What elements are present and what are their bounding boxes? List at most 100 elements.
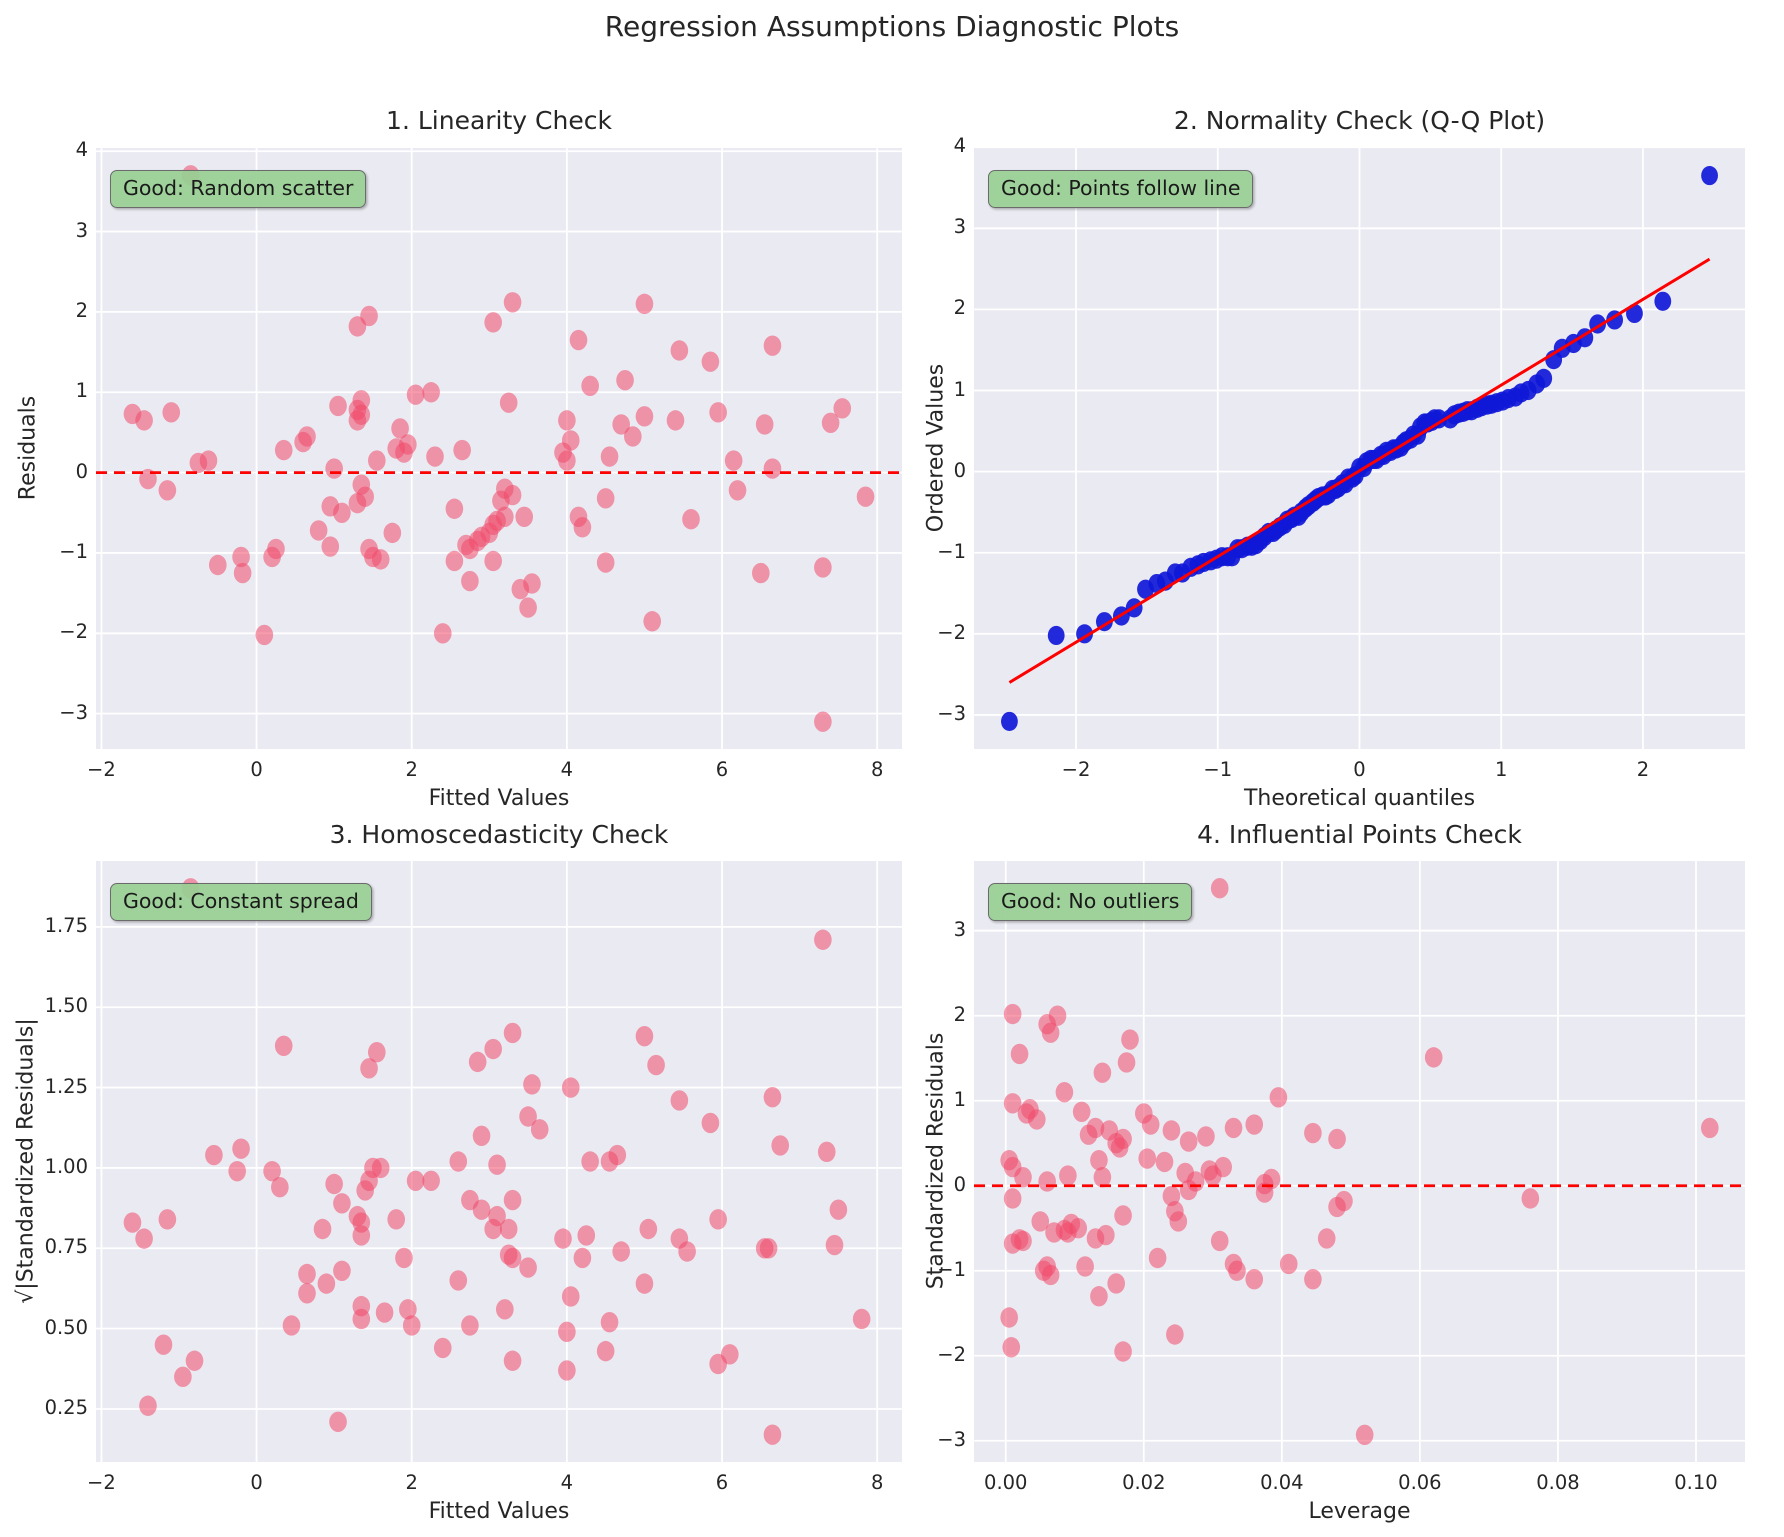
p1-data-point: [701, 351, 720, 372]
p4-data-point: [1090, 1150, 1108, 1171]
p1-data-point: [406, 384, 425, 405]
p3-y-tick-label: 1.25: [44, 1074, 88, 1098]
p1-y-tick-label: −3: [59, 700, 88, 724]
p4-data-point: [1055, 1082, 1074, 1103]
p3-data-point: [647, 1054, 665, 1076]
p1-data-point: [573, 517, 592, 538]
p3-x-tick-label: 4: [560, 1471, 574, 1494]
p3-data-point: [271, 1177, 289, 1198]
p1-data-point: [558, 410, 576, 431]
p3-data-point: [472, 1199, 491, 1220]
p4-y-tick-label: −2: [937, 1342, 966, 1366]
p4-data-point: [1014, 1167, 1032, 1188]
p3-data-point: [573, 1247, 592, 1269]
p3-data-point: [829, 1199, 848, 1220]
p3-data-point: [670, 1090, 689, 1111]
p2-y-tick-label: −1: [937, 539, 966, 563]
p1-data-point: [763, 335, 782, 356]
p4-data-point: [1304, 1269, 1322, 1290]
p4-x-tick-label: 0.00: [984, 1471, 1028, 1494]
p4-data-point: [1028, 1109, 1046, 1130]
p3-data-point: [228, 1160, 246, 1182]
p3-data-point: [814, 929, 832, 950]
p3-data-point: [325, 1173, 343, 1195]
p4-data-point: [1000, 1307, 1019, 1328]
p3-y-tick-label: 1.50: [44, 994, 88, 1018]
p1-data-point: [624, 426, 642, 447]
p1-x-tick-label: 2: [405, 758, 418, 781]
p3-data-point: [375, 1302, 394, 1323]
p3-data-point: [461, 1315, 479, 1336]
p1-data-point: [569, 329, 588, 351]
p1-data-point: [728, 480, 747, 501]
plot2-annotation-badge: Good: Points follow line: [988, 170, 1254, 208]
p3-data-point: [817, 1141, 836, 1163]
p1-data-point: [329, 395, 347, 417]
p4-y-tick-label: −3: [937, 1427, 966, 1451]
p1-data-point: [814, 711, 832, 732]
p4-data-point: [1210, 1230, 1229, 1252]
plot1-ylabel: Residuals: [15, 395, 41, 501]
p4-data-point: [1038, 1171, 1056, 1192]
p3-data-point: [530, 1119, 549, 1140]
p3-data-point: [333, 1193, 351, 1214]
p4-data-point: [1335, 1190, 1353, 1212]
p1-data-point: [348, 410, 367, 431]
p3-data-point: [402, 1315, 421, 1336]
p3-data-point: [174, 1366, 192, 1388]
p3-data-point: [352, 1225, 371, 1246]
p2-x-tick-label: −1: [1203, 758, 1233, 781]
p3-data-point: [561, 1077, 580, 1098]
plot1-annotation-badge: Good: Random scatter: [110, 170, 367, 208]
p3-x-tick-label: 0: [250, 1471, 263, 1494]
p3-data-point: [387, 1209, 406, 1230]
p3-data-point: [185, 1350, 204, 1371]
p3-data-point: [763, 1424, 782, 1445]
p4-data-point: [1072, 1101, 1091, 1122]
p4-x-tick-label: 0.08: [1536, 1471, 1580, 1494]
p1-y-tick-label: 0: [75, 459, 88, 483]
plot1-title: 1. Linearity Check: [386, 106, 612, 135]
p1-data-point: [596, 552, 615, 573]
p4-data-point: [1041, 1264, 1060, 1286]
p3-data-point: [317, 1273, 336, 1294]
p1-data-point: [752, 562, 770, 584]
plot3-homoscedasticity-axes: Good: Constant spread −2 0 2 4 6 8 0.25 0.50 0.7…: [45, 861, 902, 1494]
p3-data-point: [484, 1038, 502, 1060]
p1-data-point: [433, 623, 452, 644]
p3-data-point: [333, 1260, 351, 1281]
p3-data-point: [701, 1112, 720, 1134]
p1-data-point: [670, 340, 689, 361]
p3-data-point: [825, 1234, 844, 1256]
p1-data-point: [600, 446, 619, 467]
p4-data-point: [1155, 1151, 1174, 1173]
p1-data-point: [596, 488, 615, 509]
p3-data-point: [554, 1228, 572, 1249]
plot4-xlabel: Leverage: [1308, 1499, 1411, 1524]
p1-data-point: [348, 492, 367, 514]
p2-y-tick-label: 1: [953, 377, 966, 401]
p1-data-point: [833, 398, 852, 419]
p3-x-tick-label: 2: [405, 1471, 418, 1494]
p1-data-point: [360, 305, 378, 327]
p3-data-point: [503, 1350, 522, 1371]
p4-data-point: [1121, 1029, 1139, 1050]
p1-y-tick-label: 2: [75, 298, 88, 322]
p1-data-point: [496, 506, 514, 527]
p1-data-point: [383, 522, 402, 544]
p4-y-tick-label: 1: [953, 1087, 966, 1111]
p4-data-point: [1097, 1224, 1115, 1246]
p1-data-point: [643, 611, 662, 632]
p4-data-point: [1245, 1269, 1264, 1290]
p1-data-point: [422, 382, 440, 403]
p3-data-point: [709, 1209, 727, 1230]
p1-data-point: [666, 410, 685, 431]
p1-data-point: [267, 538, 285, 560]
p2-data-point: [1701, 165, 1718, 186]
p3-data-point: [600, 1311, 619, 1333]
p1-x-tick-label: 0: [250, 758, 263, 781]
p1-data-point: [333, 502, 351, 523]
figure-title: Regression Assumptions Diagnostic Plots: [604, 10, 1180, 43]
p3-data-point: [763, 1087, 782, 1108]
p3-x-tick-label: 6: [715, 1471, 729, 1494]
